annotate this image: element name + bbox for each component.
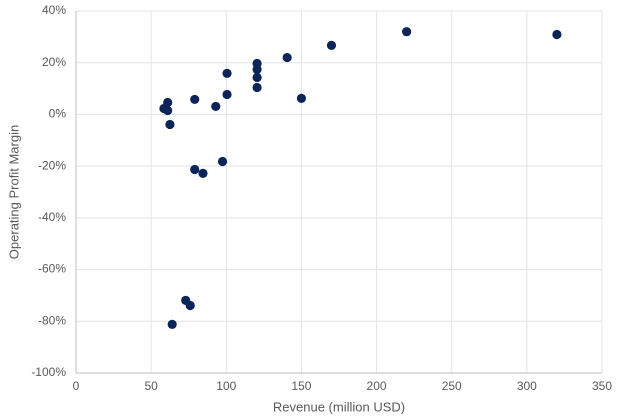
y-tick-label: -40% <box>38 210 66 224</box>
point <box>167 319 177 329</box>
point <box>326 40 337 50</box>
point <box>222 68 232 78</box>
point <box>282 52 292 63</box>
x-tick-label: 350 <box>592 379 612 393</box>
point <box>163 105 173 116</box>
point <box>163 97 173 108</box>
point <box>198 168 208 178</box>
x-tick-label: 50 <box>144 379 158 393</box>
point <box>190 164 200 175</box>
point <box>185 300 195 311</box>
point <box>252 64 262 75</box>
y-tick-label: -20% <box>38 158 66 172</box>
point <box>222 89 232 100</box>
point <box>252 72 262 83</box>
y-tick-label: -60% <box>38 262 66 276</box>
y-tick-label: -100% <box>31 365 66 379</box>
x-axis-title: Revenue (million USD) <box>273 399 405 414</box>
x-tick-label: 200 <box>367 379 387 393</box>
x-tick-label: 100 <box>216 379 236 393</box>
x-tick-label: 300 <box>517 379 537 393</box>
x-tick-label: 250 <box>442 379 462 393</box>
point <box>252 82 262 93</box>
point <box>165 119 175 130</box>
point <box>190 94 200 105</box>
y-axis-title: Operating Profit Margin <box>6 125 21 259</box>
point <box>217 156 228 167</box>
point <box>211 101 221 112</box>
point <box>552 29 562 40</box>
point <box>296 93 307 103</box>
x-tick-label: 0 <box>73 379 80 393</box>
y-tick-label: 40% <box>42 3 66 17</box>
y-tick-label: 0% <box>49 107 67 121</box>
y-tick-label: -80% <box>38 313 66 327</box>
point <box>402 27 412 37</box>
x-tick-label: 150 <box>291 379 311 393</box>
y-tick-label: 20% <box>42 55 66 69</box>
